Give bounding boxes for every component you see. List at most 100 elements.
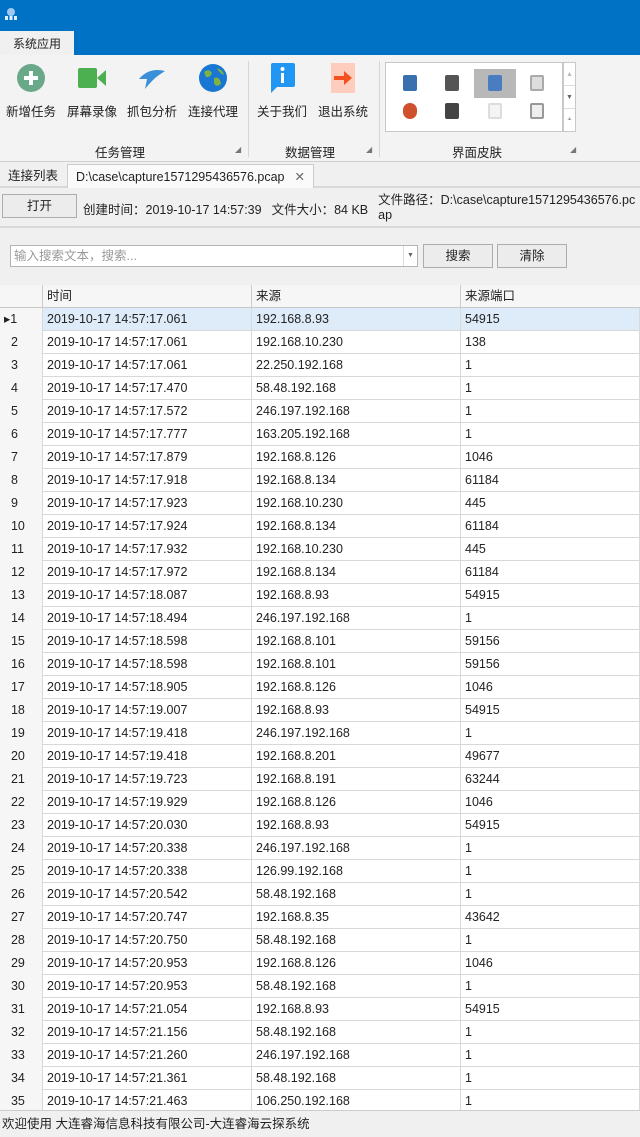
- cell-source-port: 445: [461, 492, 640, 515]
- ribbon-tab-system[interactable]: 系统应用: [0, 31, 74, 55]
- cell-source-port: 1: [461, 1090, 640, 1110]
- table-row[interactable]: 32 2019-10-17 14:57:21.156 58.48.192.168 1: [0, 1021, 640, 1044]
- row-number: 29: [0, 952, 43, 975]
- table-row[interactable]: 13 2019-10-17 14:57:18.087 192.168.8.93 549…: [0, 584, 640, 607]
- cell-source-port: 61184: [461, 561, 640, 584]
- table-row[interactable]: 22 2019-10-17 14:57:19.929 192.168.8.126 10…: [0, 791, 640, 814]
- table-row[interactable]: 7 2019-10-17 14:57:17.879 192.168.8.126 104…: [0, 446, 640, 469]
- cell-source-port: 54915: [461, 814, 640, 837]
- table-row[interactable]: 21 2019-10-17 14:57:19.723 192.168.8.191 63…: [0, 768, 640, 791]
- table-row[interactable]: 5 2019-10-17 14:57:17.572 246.197.192.168 1: [0, 400, 640, 423]
- table-row[interactable]: 19 2019-10-17 14:57:19.418 246.197.192.168…: [0, 722, 640, 745]
- table-row[interactable]: 17 2019-10-17 14:57:18.905 192.168.8.126 10…: [0, 676, 640, 699]
- scroll-up-icon[interactable]: ▲: [564, 63, 575, 86]
- table-row[interactable]: 6 2019-10-17 14:57:17.777 163.205.192.168 1: [0, 423, 640, 446]
- table-row[interactable]: 3 2019-10-17 14:57:17.061 22.250.192.168 1: [0, 354, 640, 377]
- open-button[interactable]: 打开: [2, 194, 77, 218]
- cell-source: 58.48.192.168: [252, 975, 461, 998]
- tab-connection-list[interactable]: 连接列表: [8, 169, 59, 183]
- table-row[interactable]: 10 2019-10-17 14:57:17.924 192.168.8.134 61…: [0, 515, 640, 538]
- table-row[interactable]: 20 2019-10-17 14:57:19.418 192.168.8.201 49…: [0, 745, 640, 768]
- table-row[interactable]: 24 2019-10-17 14:57:20.338 246.197.192.168…: [0, 837, 640, 860]
- table-row[interactable]: 35 2019-10-17 14:57:21.463 106.250.192.168…: [0, 1090, 640, 1110]
- row-number: 23: [0, 814, 43, 837]
- table-row[interactable]: 11 2019-10-17 14:57:17.932 192.168.10.230 4…: [0, 538, 640, 561]
- cell-time: 2019-10-17 14:57:17.061: [43, 354, 252, 377]
- new-task-button[interactable]: 新增任务: [2, 63, 60, 120]
- table-row[interactable]: 33 2019-10-17 14:57:21.260 246.197.192.168…: [0, 1044, 640, 1067]
- connect-proxy-button[interactable]: 连接代理: [184, 63, 242, 120]
- table-row[interactable]: 14 2019-10-17 14:57:18.494 246.197.192.168…: [0, 607, 640, 630]
- cell-source-port: 445: [461, 538, 640, 561]
- table-row[interactable]: 28 2019-10-17 14:57:20.750 58.48.192.168 1: [0, 929, 640, 952]
- cell-time: 2019-10-17 14:57:19.723: [43, 768, 252, 791]
- dialog-launcher-icon[interactable]: ◢: [235, 145, 242, 154]
- column-header-source[interactable]: 来源: [252, 285, 461, 308]
- cell-source-port: 1046: [461, 952, 640, 975]
- dialog-launcher-icon[interactable]: ◢: [570, 145, 577, 154]
- expand-gallery-icon[interactable]: ⩡: [567, 116, 572, 123]
- skin-option[interactable]: [445, 75, 459, 91]
- table-row[interactable]: 8 2019-10-17 14:57:17.918 192.168.8.134 611…: [0, 469, 640, 492]
- skin-gallery-scroll[interactable]: ▲ ▼ ⩡: [563, 62, 576, 132]
- cell-time: 2019-10-17 14:57:20.338: [43, 837, 252, 860]
- clear-button[interactable]: 清除: [497, 244, 567, 268]
- cell-source-port: 1: [461, 1044, 640, 1067]
- table-row[interactable]: ▸1 2019-10-17 14:57:17.061 192.168.8.93 549…: [0, 308, 640, 331]
- scroll-down-icon[interactable]: ▼: [564, 86, 575, 109]
- column-header-source-port[interactable]: 来源端口: [465, 289, 516, 303]
- cell-time: 2019-10-17 14:57:21.054: [43, 998, 252, 1021]
- skin-option[interactable]: [488, 103, 502, 119]
- file-info: 创建时间：2019-10-17 14:57:39 文件大小：84 KB 文件路径…: [83, 190, 640, 226]
- table-row[interactable]: 2 2019-10-17 14:57:17.061 192.168.10.230 13…: [0, 331, 640, 354]
- cell-time: 2019-10-17 14:57:21.260: [43, 1044, 252, 1067]
- search-button[interactable]: 搜索: [423, 244, 493, 268]
- table-row[interactable]: 16 2019-10-17 14:57:18.598 192.168.8.101 59…: [0, 653, 640, 676]
- table-row[interactable]: 12 2019-10-17 14:57:17.972 192.168.8.134 61…: [0, 561, 640, 584]
- skin-option[interactable]: [530, 75, 544, 91]
- table-row[interactable]: 18 2019-10-17 14:57:19.007 192.168.8.93 549…: [0, 699, 640, 722]
- cell-source-port: 54915: [461, 584, 640, 607]
- cell-source-port: 1: [461, 975, 640, 998]
- screen-record-button[interactable]: 屏幕录像: [63, 63, 121, 120]
- about-us-button[interactable]: 关于我们: [253, 63, 311, 120]
- row-number: 6: [0, 423, 43, 446]
- row-number: 26: [0, 883, 43, 906]
- cell-source-port: 63244: [461, 768, 640, 791]
- cell-source-port: 1: [461, 860, 640, 883]
- table-row[interactable]: 29 2019-10-17 14:57:20.953 192.168.8.126 10…: [0, 952, 640, 975]
- dialog-launcher-icon[interactable]: ◢: [366, 145, 373, 154]
- table-row[interactable]: 27 2019-10-17 14:57:20.747 192.168.8.35 436…: [0, 906, 640, 929]
- packet-capture-button[interactable]: 抓包分析: [123, 63, 181, 120]
- cell-source-port: 54915: [461, 998, 640, 1021]
- cell-time: 2019-10-17 14:57:17.061: [43, 308, 252, 331]
- skin-option[interactable]: [403, 75, 417, 91]
- table-row[interactable]: 26 2019-10-17 14:57:20.542 58.48.192.168 1: [0, 883, 640, 906]
- skin-option[interactable]: [445, 103, 459, 119]
- skin-option[interactable]: [530, 103, 544, 119]
- table-row[interactable]: 15 2019-10-17 14:57:18.598 192.168.8.101 59…: [0, 630, 640, 653]
- cell-time: 2019-10-17 14:57:17.918: [43, 469, 252, 492]
- tab-pcap-file[interactable]: D:\case\capture1571295436576.pcap ✕: [67, 164, 314, 188]
- exit-system-button[interactable]: 退出系统: [314, 63, 372, 120]
- column-header-time[interactable]: 时间: [43, 285, 252, 308]
- cell-source: 192.168.8.93: [252, 584, 461, 607]
- search-input[interactable]: 输入搜索文本，搜索... ▼: [10, 245, 418, 267]
- table-row[interactable]: 31 2019-10-17 14:57:21.054 192.168.8.93 549…: [0, 998, 640, 1021]
- skin-option[interactable]: [488, 75, 502, 91]
- table-row[interactable]: 9 2019-10-17 14:57:17.923 192.168.10.230 44…: [0, 492, 640, 515]
- dropdown-arrow-icon[interactable]: ▼: [403, 246, 417, 266]
- skin-option[interactable]: [403, 103, 417, 119]
- cell-source: 192.168.8.101: [252, 653, 461, 676]
- table-row[interactable]: 30 2019-10-17 14:57:20.953 58.48.192.168 1: [0, 975, 640, 998]
- table-row[interactable]: 34 2019-10-17 14:57:21.361 58.48.192.168 1: [0, 1067, 640, 1090]
- cell-time: 2019-10-17 14:57:18.905: [43, 676, 252, 699]
- table-row[interactable]: 4 2019-10-17 14:57:17.470 58.48.192.168 1: [0, 377, 640, 400]
- table-row[interactable]: 25 2019-10-17 14:57:20.338 126.99.192.168 1: [0, 860, 640, 883]
- close-tab-icon[interactable]: ✕: [294, 169, 305, 184]
- cell-source-port: 61184: [461, 515, 640, 538]
- cell-source: 192.168.8.93: [252, 998, 461, 1021]
- cell-time: 2019-10-17 14:57:20.338: [43, 860, 252, 883]
- table-row[interactable]: 23 2019-10-17 14:57:20.030 192.168.8.93 549…: [0, 814, 640, 837]
- cell-source-port: 1: [461, 607, 640, 630]
